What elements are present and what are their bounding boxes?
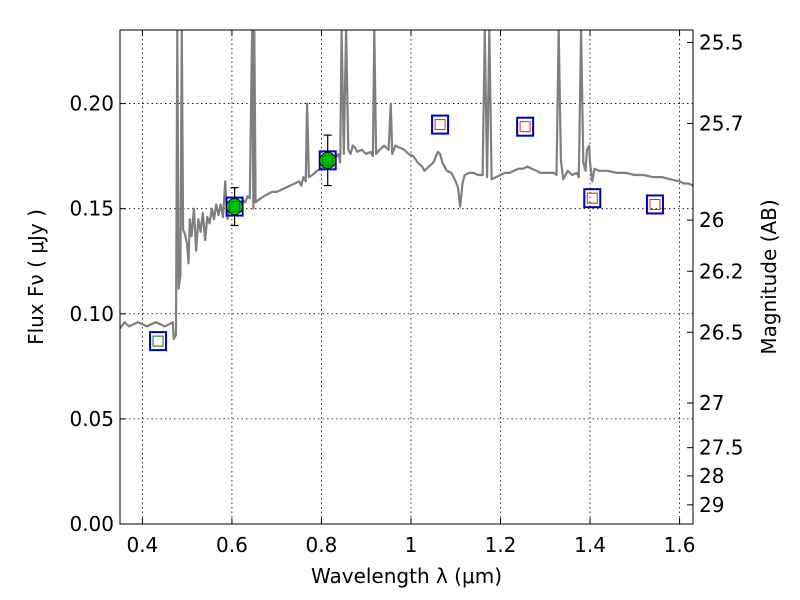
points-layer [149,114,664,352]
right-tick-label: 25.5 [699,30,744,54]
x-tick-label: 1.6 [664,533,696,557]
right-tick-label: 26.2 [699,259,744,283]
x-axis-ticks: 0.4 0.6 0.8 1 1.2 1.4 1.6 [126,30,695,557]
model-photometry-inner-square [586,192,598,204]
model-photometry-inner-square [649,198,661,210]
model-photometry-square [583,188,602,209]
y-tick-label: 0.20 [69,92,114,116]
x-tick-label: 0.8 [306,533,338,557]
spectrum-line [120,30,693,341]
model-photometry-inner-square [152,335,164,347]
model-photometry-inner-square [434,119,446,131]
right-tick-label: 26.5 [699,320,744,344]
grid [120,30,693,525]
x-tick-label: 1 [405,533,418,557]
y-tick-label: 0.00 [69,512,114,536]
model-photometry-square [645,194,664,215]
observed-point [319,151,337,169]
y-axis-ticks: 0.00 0.05 0.10 0.15 0.20 [69,92,126,536]
model-photometry-square [516,116,535,137]
right-tick-label: 25.7 [699,111,744,135]
right-tick-label: 26 [699,208,724,232]
x-axis-label: Wavelength λ (μm) [311,564,502,588]
spectrum-layer [120,30,693,341]
x-tick-label: 0.6 [216,533,248,557]
y-tick-label: 0.10 [69,302,114,326]
model-photometry-square [149,331,168,352]
model-photometry-inner-square [322,154,334,166]
right-tick-label: 29 [699,493,724,517]
model-photometry-inner-square [519,121,531,133]
plot-frame [119,29,694,525]
y-axis-label: Flux Fν ( μJy ) [24,209,48,345]
right-axis-ticks: 25.5 25.7 26 26.2 26.5 27 27.5 28 29 [687,30,744,517]
x-tick-label: 0.4 [126,533,158,557]
right-tick-label: 27.5 [699,436,744,460]
y-tick-label: 0.15 [69,197,114,221]
model-photometry-inner-square [229,201,241,213]
right-tick-label: 27 [699,391,724,415]
right-axis-label: Magnitude (AB) [757,199,781,354]
y-tick-label: 0.05 [69,407,114,431]
x-tick-label: 1.2 [485,533,517,557]
model-photometry-square [431,114,450,135]
x-tick-label: 1.4 [574,533,606,557]
observed-point [226,198,244,215]
right-tick-label: 28 [699,464,724,488]
